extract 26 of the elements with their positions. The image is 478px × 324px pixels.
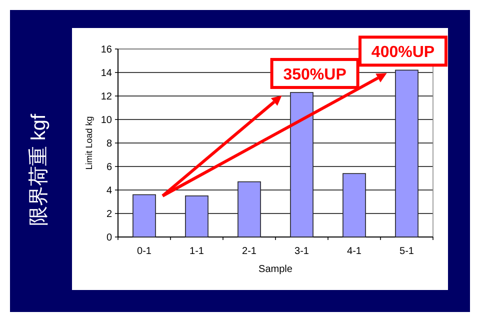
- y-tick-label: 8: [106, 138, 112, 150]
- text: 限界荷重 kgf: [28, 113, 50, 226]
- x-axis-title: Sample: [258, 264, 293, 275]
- y-tick-label: 4: [106, 186, 112, 196]
- y-tick-label: 14: [100, 68, 112, 79]
- bar: [185, 195, 208, 238]
- annotation: 350%UP: [283, 66, 347, 84]
- annotation: 400%UP: [371, 44, 435, 62]
- x-tick-label: 3-1: [294, 246, 310, 257]
- y-tick-label: 0: [106, 232, 112, 244]
- bar: [238, 181, 261, 238]
- y-tick-label: 6: [106, 162, 112, 173]
- x-tick-label: 4-1: [347, 246, 362, 257]
- y-tick-label: 10: [100, 115, 112, 126]
- bar: [290, 92, 314, 238]
- x-tick-label: 5-1: [400, 246, 414, 257]
- bar: [395, 70, 418, 238]
- x-tick-label: 1-1: [190, 246, 204, 257]
- x-tick-label: 0-1: [137, 246, 152, 257]
- y-tick-label: 2: [106, 209, 112, 220]
- y-axis-title: Limit Load kg: [84, 116, 94, 170]
- bar: [342, 173, 366, 238]
- bar: [132, 194, 156, 238]
- y-tick-label: 12: [100, 92, 112, 102]
- y-tick-label: 16: [100, 44, 112, 56]
- x-tick-label: 2-1: [242, 246, 257, 257]
